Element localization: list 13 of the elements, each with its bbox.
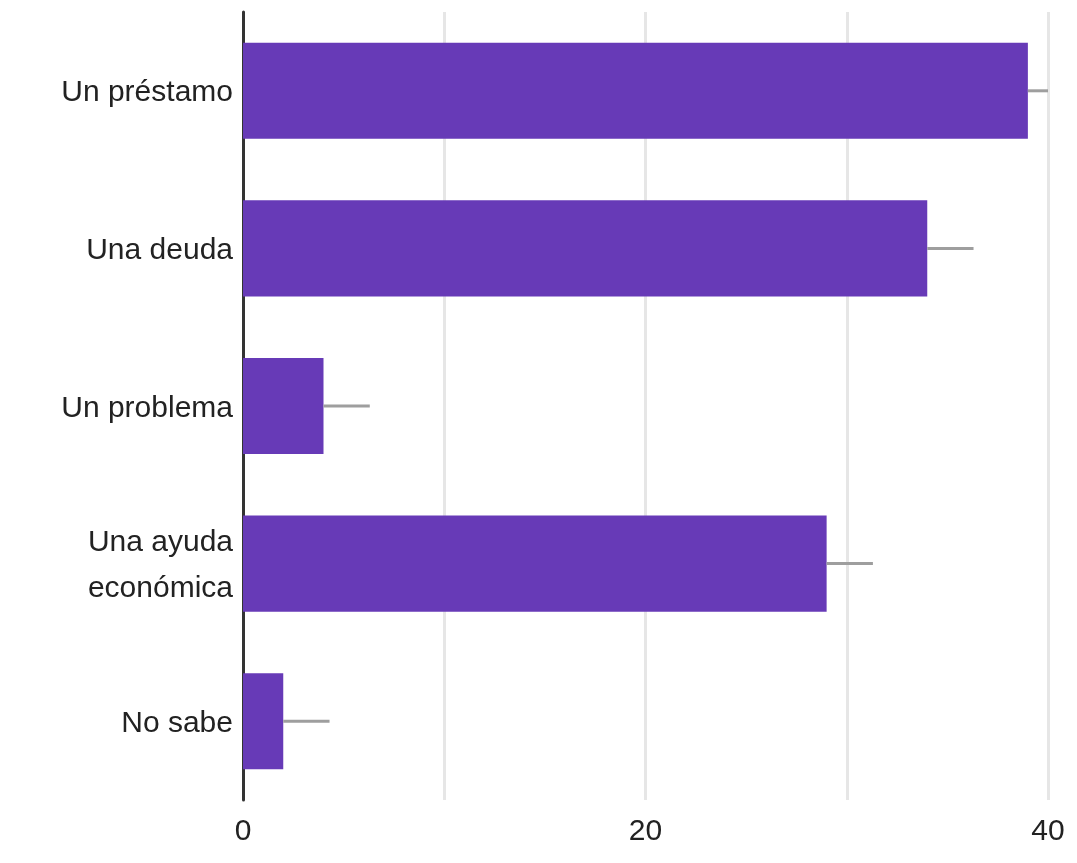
x-tick-label: 20 [628, 812, 663, 846]
y-tick-label: Una ayuda económica [87, 524, 234, 604]
y-tick-label: No sabe [121, 704, 233, 738]
y-tick-label: Una deuda [86, 231, 234, 265]
bar [243, 42, 1028, 139]
bar [243, 515, 827, 612]
bar [243, 673, 284, 770]
y-tick-label: Un problema [61, 389, 234, 423]
x-tick-label: 40 [1031, 812, 1065, 846]
x-tick-label: 0 [234, 812, 252, 846]
y-tick-label: Un préstamo [61, 74, 233, 108]
bar [243, 357, 324, 455]
bar [243, 200, 928, 297]
